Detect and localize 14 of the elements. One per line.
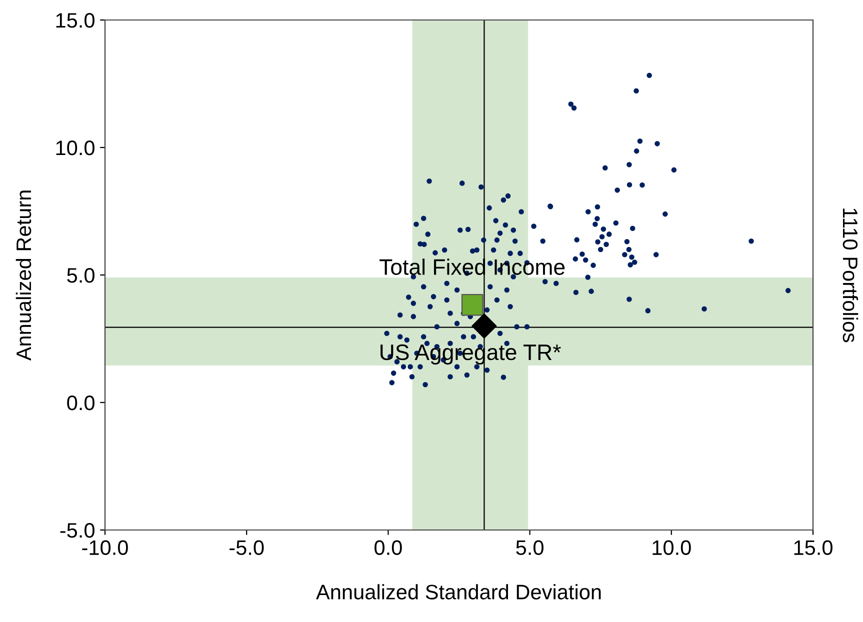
x-tick-label: 10.0 — [652, 540, 691, 556]
x-tick-label: -10.0 — [82, 540, 128, 556]
x-tick-label: 0.0 — [374, 540, 402, 556]
y-axis-title: Annualized Return — [16, 190, 32, 361]
y-tick-label: 5.0 — [67, 268, 94, 283]
y2-axis-title: 1110 Portfolios — [842, 208, 858, 342]
x-tick-label: 5.0 — [516, 540, 544, 556]
y-tick-label: 10.0 — [56, 140, 94, 156]
x-axis-title: Annualized Standard Deviation — [316, 584, 601, 600]
x-tick-label: -5.0 — [230, 540, 264, 556]
y-tick-label: 0.0 — [67, 396, 94, 410]
x-tick-label: 15.0 — [794, 540, 832, 556]
y-tick-label: 15.0 — [56, 13, 94, 28]
y-tick-label: -5.0 — [60, 523, 94, 538]
